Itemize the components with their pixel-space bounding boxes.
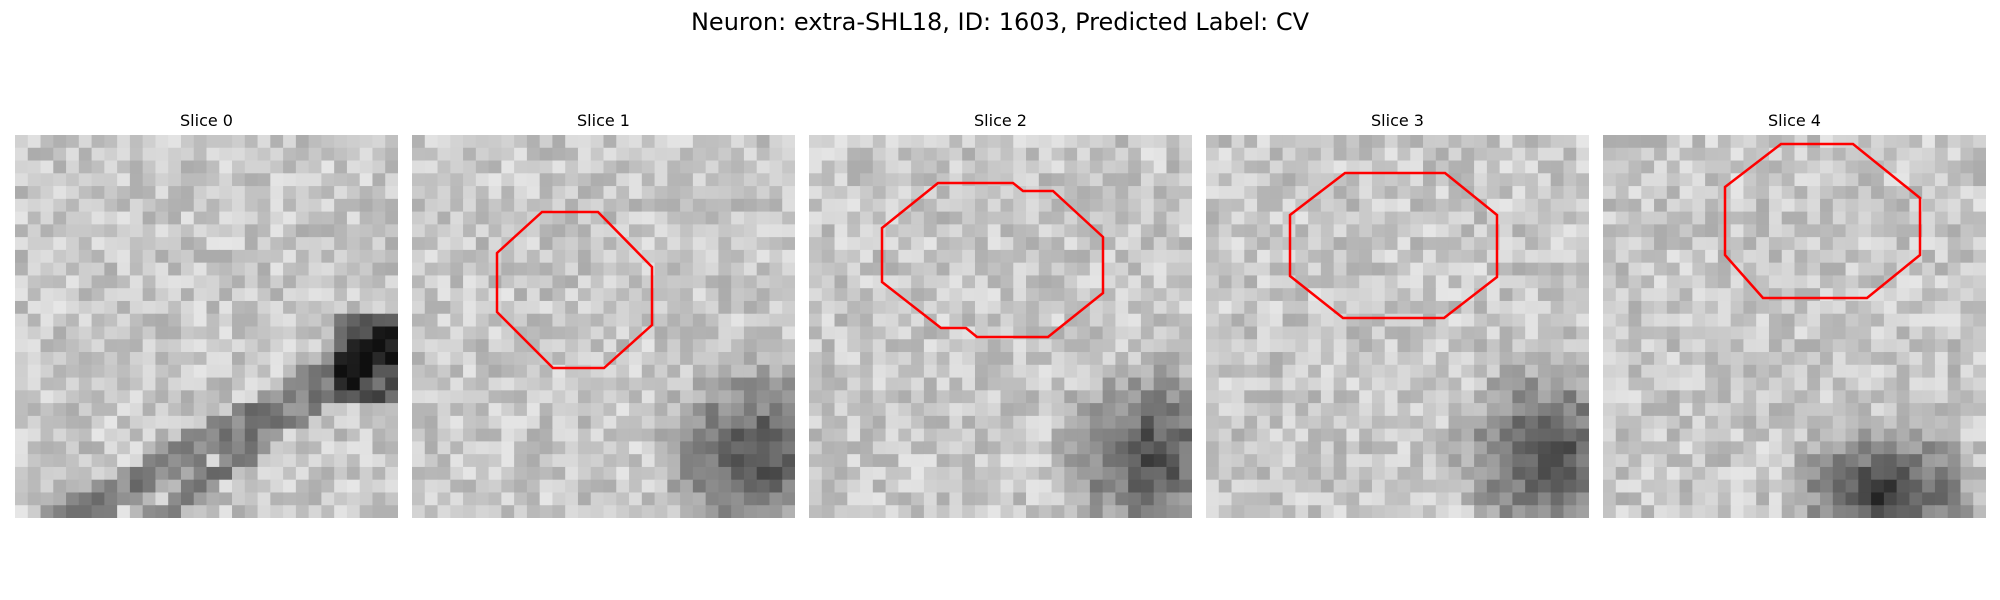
slice-panel-1: Slice 1 (412, 110, 795, 518)
slice-title-0: Slice 0 (180, 111, 233, 130)
slice-title-2: Slice 2 (974, 111, 1027, 130)
slice-image-0 (15, 135, 398, 518)
figure-title: Neuron: extra-SHL18, ID: 1603, Predicted… (690, 8, 1310, 36)
slice-panel-3: Slice 3 (1206, 110, 1589, 518)
pixel-mosaic (15, 135, 398, 518)
slice-image-2 (809, 135, 1192, 518)
segmentation-contour-1 (495, 210, 654, 370)
pixel-mosaic (412, 135, 795, 518)
slice-panel-2: Slice 2 (809, 110, 1192, 518)
slice-panel-0: Slice 0 (15, 110, 398, 518)
pixel-mosaic (1206, 135, 1589, 518)
slice-title-4: Slice 4 (1768, 111, 1821, 130)
slice-image-4 (1603, 135, 1986, 518)
pixel-mosaic (809, 135, 1192, 518)
segmentation-contour-4 (1723, 142, 1922, 300)
slice-title-1: Slice 1 (577, 111, 630, 130)
segmentation-contour-3 (1288, 171, 1499, 320)
slice-image-1 (412, 135, 795, 518)
segmentation-contour-2 (880, 181, 1105, 339)
pixel-mosaic (1603, 135, 1986, 518)
slice-image-3 (1206, 135, 1589, 518)
slice-panel-4: Slice 4 (1603, 110, 1986, 518)
slice-title-3: Slice 3 (1371, 111, 1424, 130)
